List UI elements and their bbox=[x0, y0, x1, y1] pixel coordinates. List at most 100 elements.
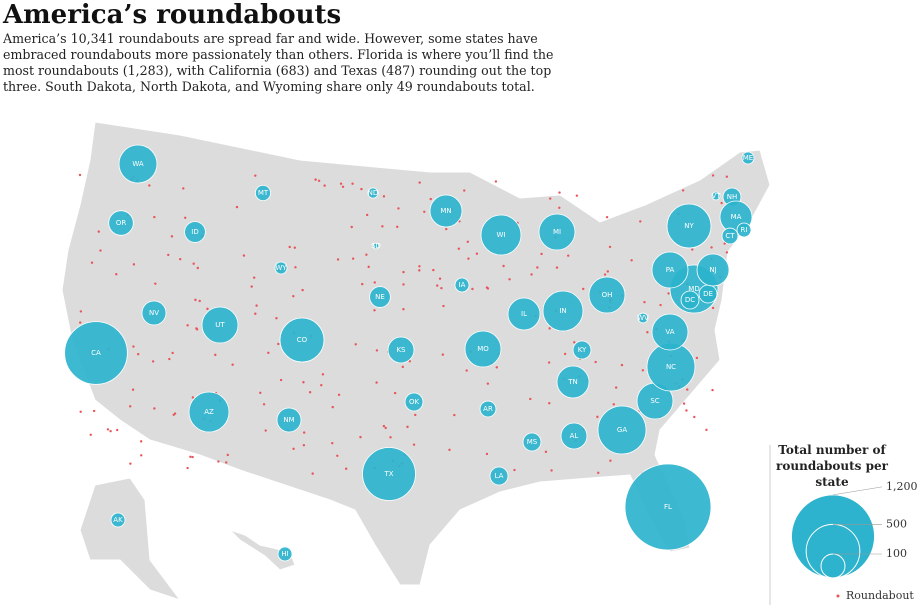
state-bubble bbox=[464, 330, 502, 368]
state-label: AK bbox=[113, 516, 123, 524]
state-bubble bbox=[108, 210, 134, 236]
roundabout-dot bbox=[414, 413, 417, 417]
state-bubble bbox=[637, 312, 649, 324]
roundabout-dot bbox=[182, 187, 185, 190]
state-label: TX bbox=[383, 470, 393, 478]
roundabout-dot bbox=[79, 321, 82, 324]
roundabout-dot bbox=[457, 247, 461, 250]
state-bubble bbox=[64, 321, 128, 385]
roundabout-dot bbox=[317, 179, 321, 182]
roundabout-dot bbox=[373, 281, 376, 284]
roundabout-dot bbox=[445, 227, 448, 231]
roundabout-dot bbox=[167, 253, 170, 257]
roundabout-dot bbox=[191, 455, 194, 459]
state-bubble bbox=[741, 151, 755, 165]
state-label: OH bbox=[602, 291, 613, 299]
roundabout-dot bbox=[555, 266, 559, 269]
roundabout-dot bbox=[544, 450, 548, 454]
roundabout-dot bbox=[196, 266, 200, 270]
state-bubble bbox=[538, 213, 576, 251]
roundabout-dot bbox=[323, 184, 326, 187]
roundabout-dot bbox=[365, 253, 368, 256]
state-label: AR bbox=[483, 405, 493, 413]
roundabout-dot bbox=[548, 327, 551, 330]
state-bubble bbox=[560, 422, 588, 450]
roundabout-dot bbox=[277, 342, 280, 346]
roundabout-dot bbox=[382, 195, 386, 198]
state-bubble bbox=[651, 313, 689, 351]
roundabout-dot bbox=[573, 341, 576, 344]
roundabout-dot bbox=[402, 308, 405, 311]
roundabout-dot bbox=[402, 270, 405, 274]
roundabout-dot bbox=[79, 410, 82, 413]
roundabout-dot bbox=[643, 300, 646, 304]
roundabout-dot bbox=[359, 435, 362, 439]
roundabout-dot bbox=[354, 343, 357, 346]
roundabout-dot bbox=[189, 455, 192, 458]
roundabout-dot bbox=[225, 461, 228, 464]
state-bubble bbox=[141, 300, 167, 326]
roundabout-dot bbox=[485, 452, 489, 456]
roundabout-dot bbox=[360, 187, 363, 191]
state-label: UT bbox=[215, 321, 225, 329]
roundabout-dot bbox=[331, 441, 334, 445]
roundabout-dot bbox=[129, 405, 132, 408]
state-label: IL bbox=[521, 310, 527, 318]
roundabout-dot bbox=[373, 309, 376, 312]
roundabout-dot bbox=[217, 460, 220, 463]
state-label: VT bbox=[711, 192, 721, 200]
roundabout-dot bbox=[720, 201, 723, 205]
roundabout-dot bbox=[463, 189, 466, 192]
title: America’s roundabouts bbox=[3, 0, 342, 30]
state-bubble bbox=[696, 253, 730, 287]
roundabout-dot bbox=[192, 262, 195, 265]
roundabout-dot bbox=[382, 424, 386, 428]
roundabout-dot bbox=[396, 225, 399, 229]
state-bubble bbox=[429, 194, 463, 228]
state-label: MN bbox=[440, 207, 451, 215]
roundabout-dot bbox=[381, 225, 384, 228]
roundabout-dot bbox=[393, 391, 397, 395]
state-label: ND bbox=[368, 189, 379, 197]
state-label: AL bbox=[570, 432, 579, 440]
legend-size-label: 100 bbox=[886, 547, 907, 560]
state-bubble bbox=[404, 392, 424, 412]
roundabout-dot bbox=[402, 283, 405, 286]
roundabout-dot bbox=[558, 191, 561, 194]
state-label: NV bbox=[149, 309, 159, 317]
roundabout-dot bbox=[608, 245, 612, 249]
roundabout-dot bbox=[575, 194, 579, 197]
roundabout-dot bbox=[99, 249, 102, 252]
roundabout-dot bbox=[406, 425, 409, 429]
state-bubble bbox=[274, 261, 288, 275]
roundabout-dot bbox=[609, 459, 612, 462]
legend-size-label: 500 bbox=[886, 517, 907, 530]
roundabout-dot bbox=[540, 252, 543, 256]
state-label: NH bbox=[727, 193, 738, 201]
roundabout-dot bbox=[115, 428, 119, 432]
roundabout-dot bbox=[530, 273, 533, 276]
roundabout-dot bbox=[344, 467, 348, 470]
state-label: MT bbox=[258, 189, 269, 197]
roundabout-dot bbox=[596, 415, 599, 419]
roundabout-dot bbox=[466, 240, 470, 243]
roundabout-dot bbox=[412, 443, 416, 446]
roundabout-dot bbox=[267, 351, 270, 354]
roundabout-dot bbox=[92, 409, 96, 413]
legend-title: Total number of roundabouts per state bbox=[776, 443, 888, 489]
roundabout-dot bbox=[508, 278, 511, 281]
roundabout-dot bbox=[436, 284, 439, 287]
roundabout-dot bbox=[129, 462, 132, 465]
roundabout-dot bbox=[302, 381, 305, 384]
state-bubble bbox=[279, 317, 325, 363]
roundabout-dot bbox=[563, 352, 567, 356]
roundabout-dot bbox=[441, 353, 445, 356]
state-label: NE bbox=[375, 293, 385, 301]
state-label: WI bbox=[497, 231, 506, 239]
roundabout-dot bbox=[294, 266, 297, 269]
roundabout-dot bbox=[465, 369, 468, 372]
roundabout-dot bbox=[365, 213, 369, 217]
roundabout-dot bbox=[641, 369, 645, 372]
state-bubble bbox=[651, 251, 689, 289]
